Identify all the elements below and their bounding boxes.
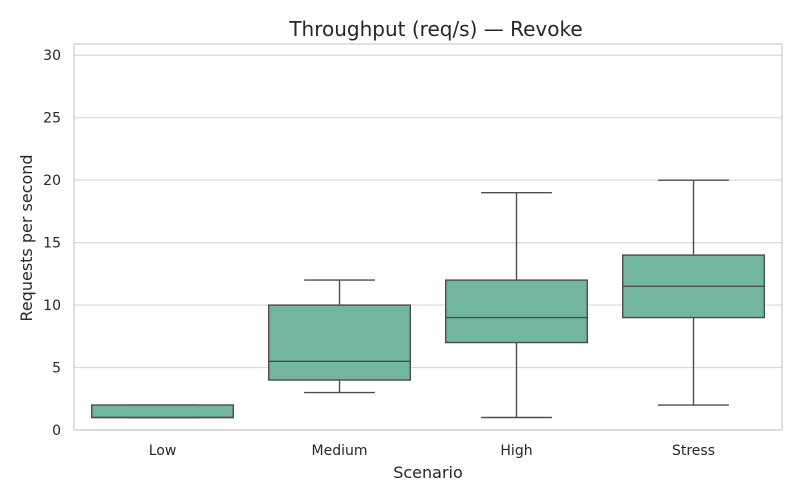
box-stress: [622, 179, 766, 406]
iqr-box: [90, 404, 235, 419]
y-tick-label: 10: [43, 298, 61, 314]
iqr-box: [445, 279, 589, 344]
box-high: [445, 191, 589, 419]
y-tick-label: 30: [43, 48, 61, 64]
chart-title: Throughput (req/s) — Revoke: [288, 17, 582, 41]
y-tick-label: 15: [43, 236, 61, 252]
plot-frame: [73, 43, 783, 431]
x-tick-label-medium: Medium: [312, 443, 368, 459]
x-tick-label-low: Low: [149, 443, 177, 459]
y-axis-label: Requests per second: [17, 154, 36, 321]
boxes: [90, 179, 766, 419]
y-tick-label: 20: [43, 173, 61, 189]
x-tick-label-stress: Stress: [672, 443, 715, 459]
x-tick-labels: Low Medium High Stress: [149, 443, 715, 459]
box-medium: [268, 279, 412, 394]
y-tick-label: 25: [43, 111, 61, 127]
iqr-box: [268, 304, 412, 381]
y-tick-labels: 0 5 10 15 20 25 30: [43, 48, 61, 439]
x-axis-label: Scenario: [393, 463, 463, 482]
y-tick-label: 0: [52, 423, 61, 439]
y-tick-label: 5: [52, 361, 61, 377]
grid-lines: [74, 54, 782, 431]
box-low: [90, 404, 235, 419]
x-tick-label-high: High: [500, 443, 532, 459]
